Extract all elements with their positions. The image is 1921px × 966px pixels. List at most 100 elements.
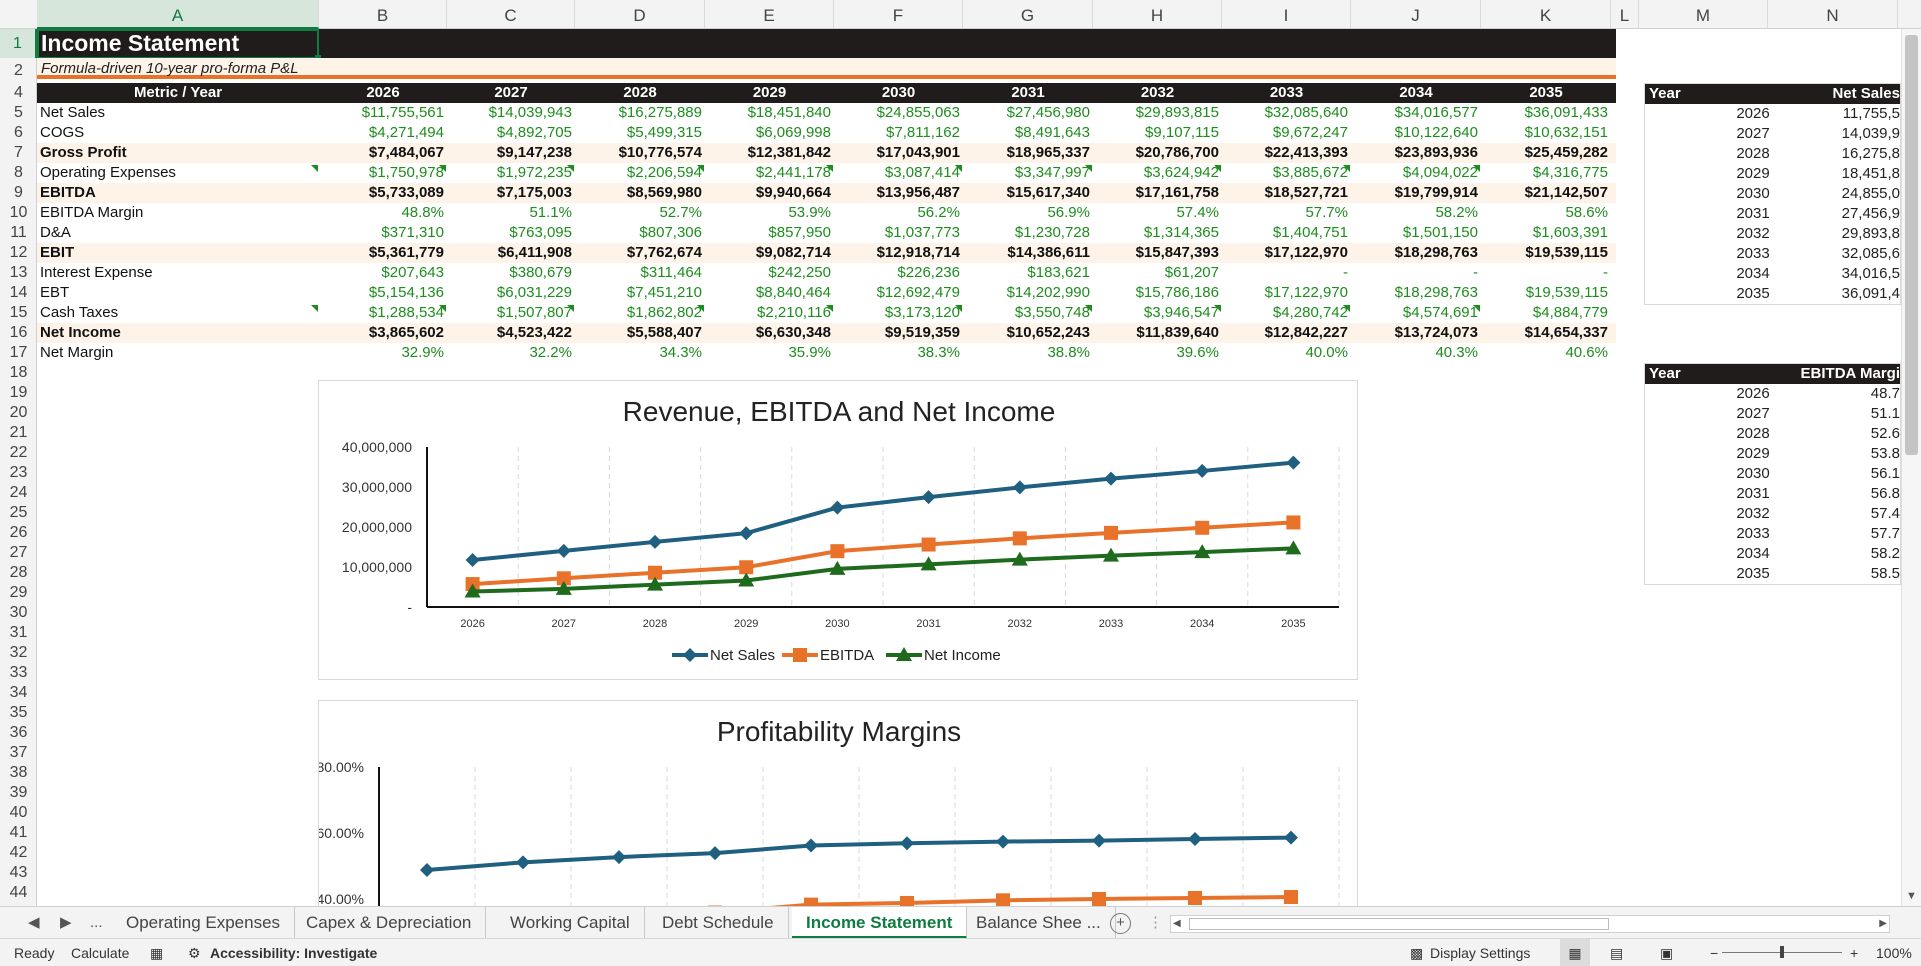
value-cell[interactable]: $18,527,721 [1264, 184, 1348, 201]
value-cell[interactable]: $17,161,758 [1135, 184, 1219, 201]
row-header-17[interactable]: 17 [9, 344, 28, 361]
data-point[interactable] [612, 850, 626, 865]
value-cell[interactable]: $3,087,414 [884, 164, 960, 181]
data-point[interactable] [1195, 520, 1210, 535]
value-cell[interactable]: - [1603, 264, 1608, 281]
data-point[interactable] [739, 560, 754, 575]
macro-record-icon[interactable]: ▦ [150, 945, 164, 961]
side-value-cell[interactable]: 53.8 [1870, 445, 1900, 462]
value-cell[interactable]: 38.3% [917, 344, 960, 361]
value-cell[interactable]: 58.6% [1565, 204, 1608, 221]
value-cell[interactable]: $23,893,936 [1394, 144, 1478, 161]
normal-view-icon[interactable]: ▦ [1560, 939, 1590, 966]
value-cell[interactable]: $5,733,089 [368, 184, 444, 201]
side-value-cell[interactable]: 56.1 [1870, 465, 1900, 482]
row-header-1[interactable]: 1 [0, 29, 37, 58]
value-cell[interactable]: $8,491,643 [1014, 124, 1090, 141]
data-point[interactable] [1194, 544, 1211, 559]
status-calculate[interactable]: Calculate [71, 945, 130, 961]
row-header-28[interactable]: 28 [9, 564, 28, 581]
value-cell[interactable]: $4,316,775 [1532, 164, 1608, 181]
error-indicator-icon[interactable] [567, 165, 574, 172]
value-cell[interactable]: $13,956,487 [876, 184, 960, 201]
side-year-cell[interactable]: 2028 [1736, 425, 1770, 442]
side-value-cell[interactable]: 27,456,9 [1841, 205, 1900, 222]
row-header-44[interactable]: 44 [9, 884, 28, 901]
row-label[interactable]: EBIT [40, 244, 75, 261]
value-cell[interactable]: $13,724,073 [1394, 324, 1478, 341]
side-value-cell[interactable]: 18,451,8 [1841, 165, 1900, 182]
data-point[interactable] [1104, 525, 1118, 540]
side-year-cell[interactable]: 2027 [1736, 405, 1770, 422]
accessibility-status[interactable]: Accessibility: Investigate [210, 945, 378, 961]
data-point[interactable] [464, 583, 481, 598]
value-cell[interactable]: $27,456,980 [1006, 104, 1090, 121]
tab-prev-icon[interactable]: ◀ [28, 914, 40, 931]
page-break-icon[interactable]: ▣ [1660, 945, 1674, 961]
series-line[interactable] [472, 546, 1294, 594]
value-cell[interactable]: $17,043,901 [876, 144, 960, 161]
value-cell[interactable]: $25,459,282 [1524, 144, 1608, 161]
column-header-d[interactable]: D [575, 0, 705, 29]
value-cell[interactable]: $14,039,943 [488, 104, 572, 121]
value-cell[interactable]: $807,306 [639, 224, 702, 241]
error-indicator-icon[interactable] [567, 305, 574, 312]
row-header-7[interactable]: 7 [14, 144, 23, 161]
side-value-cell[interactable]: 11,755,5 [1842, 105, 1900, 122]
value-cell[interactable]: $14,202,990 [1006, 284, 1090, 301]
row-label[interactable]: Cash Taxes [40, 304, 119, 321]
row-header-32[interactable]: 32 [9, 644, 28, 661]
row-header-35[interactable]: 35 [9, 704, 28, 721]
side-year-cell[interactable]: 2033 [1736, 245, 1770, 262]
value-cell[interactable]: $9,940,664 [755, 184, 831, 201]
error-indicator-icon[interactable] [439, 305, 446, 312]
side-year-cell[interactable]: 2030 [1736, 185, 1770, 202]
zoom-slider[interactable] [1722, 946, 1842, 958]
row-label[interactable]: COGS [40, 124, 85, 141]
column-header-j[interactable]: J [1351, 0, 1481, 29]
data-point[interactable] [1195, 463, 1210, 478]
error-indicator-icon[interactable] [1343, 165, 1350, 172]
data-point[interactable] [1012, 531, 1027, 546]
value-cell[interactable]: $12,842,227 [1264, 324, 1348, 341]
row-header-8[interactable]: 8 [14, 164, 23, 181]
error-indicator-icon[interactable] [697, 165, 704, 172]
value-cell[interactable]: $4,523,422 [496, 324, 572, 341]
value-cell[interactable]: $1,037,773 [884, 224, 960, 241]
error-indicator-icon[interactable] [1214, 305, 1221, 312]
tab-more[interactable]: ... [90, 914, 103, 931]
display-settings-icon[interactable]: ▩ [1410, 945, 1424, 961]
row-header-9[interactable]: 9 [14, 184, 23, 201]
value-cell[interactable]: $19,539,115 [1525, 244, 1608, 261]
side-value-cell[interactable]: 57.7 [1870, 525, 1900, 542]
value-cell[interactable]: $7,451,210 [626, 284, 702, 301]
value-cell[interactable]: $1,288,534 [368, 304, 444, 321]
sheet-tab[interactable]: Balance Shee ... [962, 907, 1116, 939]
value-cell[interactable]: 56.2% [917, 204, 960, 221]
row-header-33[interactable]: 33 [9, 664, 28, 681]
data-point[interactable] [900, 836, 914, 851]
side-year-cell[interactable]: 2032 [1736, 225, 1770, 242]
scroll-right-icon[interactable]: ▶ [1879, 918, 1887, 929]
hscroll-thumb[interactable] [1189, 918, 1609, 930]
data-point[interactable] [804, 897, 818, 906]
side-year-cell[interactable]: 2030 [1736, 465, 1770, 482]
value-cell[interactable]: $61,207 [1164, 264, 1219, 281]
value-cell[interactable]: - [1473, 264, 1478, 281]
vertical-scrollbar[interactable]: ▼ [1901, 29, 1921, 906]
row-label[interactable]: Interest Expense [40, 264, 153, 281]
value-cell[interactable]: $1,230,728 [1014, 224, 1090, 241]
row-header-13[interactable]: 13 [9, 264, 28, 281]
value-cell[interactable]: $7,762,674 [626, 244, 702, 261]
row-header-22[interactable]: 22 [9, 444, 28, 461]
value-cell[interactable]: $9,519,359 [884, 324, 960, 341]
value-cell[interactable]: $1,314,365 [1143, 224, 1219, 241]
side-value-cell[interactable]: 36,091,4 [1841, 285, 1900, 302]
value-cell[interactable]: $2,206,594 [626, 164, 702, 181]
value-cell[interactable]: $1,862,802 [626, 304, 702, 321]
row-header-21[interactable]: 21 [9, 424, 28, 441]
zoom-in-button[interactable]: + [1850, 945, 1859, 961]
side-year-cell[interactable]: 2029 [1736, 445, 1770, 462]
side-year-cell[interactable]: 2033 [1736, 525, 1770, 542]
row-header-34[interactable]: 34 [9, 684, 28, 701]
